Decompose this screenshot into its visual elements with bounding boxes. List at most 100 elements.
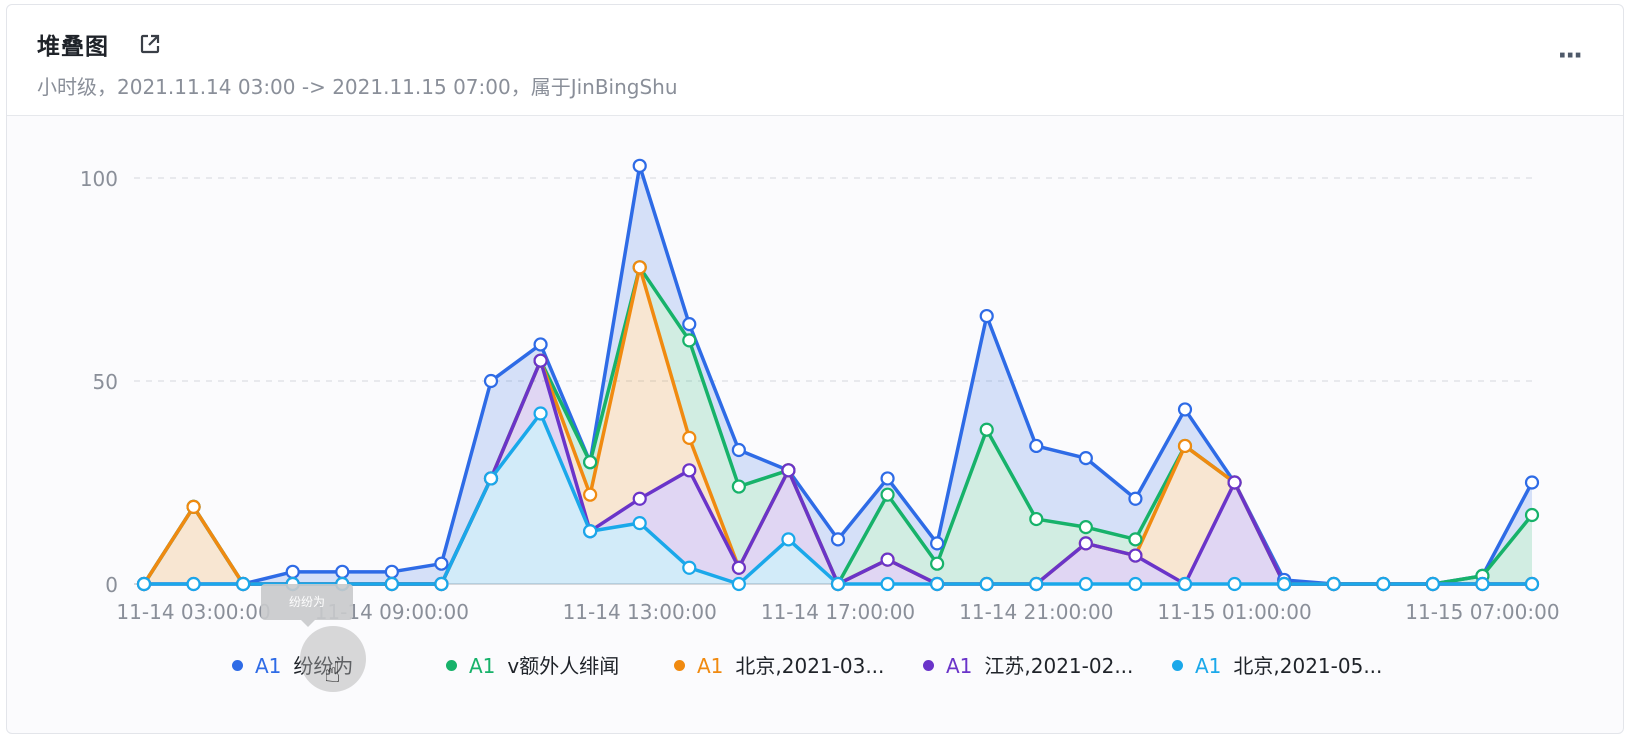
legend-prefix: A1 bbox=[946, 654, 973, 678]
y-tick-label: 50 bbox=[93, 370, 118, 394]
data-point bbox=[583, 455, 598, 470]
pointer-hand-icon: ☝ bbox=[324, 656, 342, 689]
legend-dot-icon bbox=[1172, 660, 1183, 671]
data-point bbox=[1078, 576, 1093, 592]
data-point bbox=[483, 471, 499, 486]
data-point bbox=[434, 576, 449, 592]
data-point bbox=[880, 576, 895, 592]
data-point bbox=[682, 317, 697, 332]
data-point bbox=[682, 430, 697, 445]
series-area bbox=[144, 267, 1532, 584]
legend-item[interactable]: A1 纷纷为 bbox=[232, 650, 353, 679]
data-point bbox=[781, 463, 796, 478]
legend-label: 北京,2021-03... bbox=[735, 654, 885, 678]
legend-item[interactable]: A1 江苏,2021-02... bbox=[923, 650, 1133, 679]
data-point bbox=[880, 471, 895, 486]
data-point bbox=[1326, 576, 1341, 592]
data-point bbox=[1177, 402, 1193, 417]
data-point bbox=[682, 333, 697, 348]
data-point bbox=[1227, 576, 1242, 592]
data-point bbox=[632, 260, 647, 275]
data-point bbox=[731, 560, 746, 575]
x-tick-label: 11-14 03:00:00 bbox=[116, 600, 270, 624]
data-point bbox=[1029, 576, 1044, 592]
data-point bbox=[384, 564, 399, 579]
x-tick-label: 11-14 21:00:00 bbox=[959, 600, 1113, 624]
data-point bbox=[632, 515, 647, 531]
legend-prefix: A1 bbox=[1195, 654, 1222, 678]
legend-prefix: A1 bbox=[697, 654, 724, 678]
chart-title: 堆叠图 bbox=[37, 34, 109, 60]
data-point bbox=[930, 576, 945, 592]
legend-dot-icon bbox=[446, 660, 457, 671]
data-point bbox=[583, 524, 598, 539]
data-point bbox=[186, 576, 201, 592]
data-point bbox=[434, 556, 449, 571]
legend-dot-icon bbox=[232, 660, 243, 671]
data-point bbox=[731, 576, 746, 592]
y-tick-label: 100 bbox=[80, 167, 118, 191]
data-point bbox=[1078, 451, 1093, 466]
data-point bbox=[1078, 520, 1093, 535]
legend-dot-icon bbox=[923, 660, 934, 671]
data-point bbox=[533, 353, 548, 368]
data-point bbox=[632, 158, 647, 173]
data-point bbox=[583, 487, 598, 502]
legend-label: 纷纷为 bbox=[293, 654, 354, 678]
data-point bbox=[533, 406, 548, 421]
data-point bbox=[632, 491, 647, 506]
data-point bbox=[830, 532, 846, 547]
data-point bbox=[1425, 576, 1440, 592]
x-tick-label: 11-15 07:00:00 bbox=[1405, 600, 1559, 624]
data-point bbox=[1227, 475, 1242, 490]
data-point bbox=[1128, 491, 1143, 506]
data-point bbox=[682, 560, 697, 575]
data-point bbox=[781, 532, 796, 547]
x-tick-label: 11-14 13:00:00 bbox=[563, 600, 717, 624]
data-point bbox=[1376, 576, 1391, 592]
data-point bbox=[1277, 576, 1292, 592]
data-point bbox=[880, 487, 895, 502]
data-point bbox=[1524, 576, 1540, 592]
legend-label: 江苏,2021-02... bbox=[984, 654, 1134, 678]
data-point bbox=[335, 564, 350, 579]
data-point bbox=[1128, 576, 1143, 592]
x-tick-label: 11-14 17:00:00 bbox=[761, 600, 915, 624]
legend-prefix: A1 bbox=[255, 654, 282, 678]
data-point bbox=[285, 564, 300, 579]
external-link-icon[interactable] bbox=[139, 33, 161, 55]
data-point bbox=[483, 373, 499, 389]
data-point bbox=[880, 552, 895, 567]
data-point bbox=[930, 536, 945, 551]
data-point bbox=[236, 576, 251, 592]
data-point bbox=[979, 576, 994, 592]
data-point bbox=[533, 337, 548, 352]
data-point bbox=[1078, 536, 1093, 551]
data-point bbox=[1524, 507, 1540, 523]
legend-label: v额外人绯闻 bbox=[507, 654, 620, 678]
legend-label: 北京,2021-05... bbox=[1233, 654, 1383, 678]
data-point bbox=[186, 499, 201, 514]
data-point bbox=[1475, 576, 1490, 592]
series-area bbox=[144, 165, 1532, 584]
data-point bbox=[1128, 532, 1143, 547]
data-point bbox=[830, 576, 846, 592]
legend-prefix: A1 bbox=[469, 654, 496, 678]
series-area bbox=[144, 413, 1532, 584]
card-header: 堆叠图 小时级，2021.11.14 03:00 -> 2021.11.15 0… bbox=[7, 5, 1623, 116]
chart-subtitle: 小时级，2021.11.14 03:00 -> 2021.11.15 07:00… bbox=[37, 75, 678, 99]
legend-item[interactable]: A1 北京,2021-03... bbox=[674, 650, 884, 679]
data-point bbox=[136, 576, 152, 592]
data-point bbox=[731, 479, 746, 494]
data-point bbox=[682, 463, 697, 478]
data-point bbox=[1029, 438, 1044, 454]
more-menu-button[interactable]: ··· bbox=[1557, 41, 1583, 71]
legend-item[interactable]: A1 v额外人绯闻 bbox=[446, 650, 619, 679]
data-point bbox=[1029, 511, 1044, 527]
data-point bbox=[930, 556, 945, 571]
cursor-highlight bbox=[300, 626, 366, 692]
data-point bbox=[731, 442, 746, 458]
legend-item[interactable]: A1 北京,2021-05... bbox=[1172, 650, 1382, 679]
data-point bbox=[979, 308, 994, 324]
